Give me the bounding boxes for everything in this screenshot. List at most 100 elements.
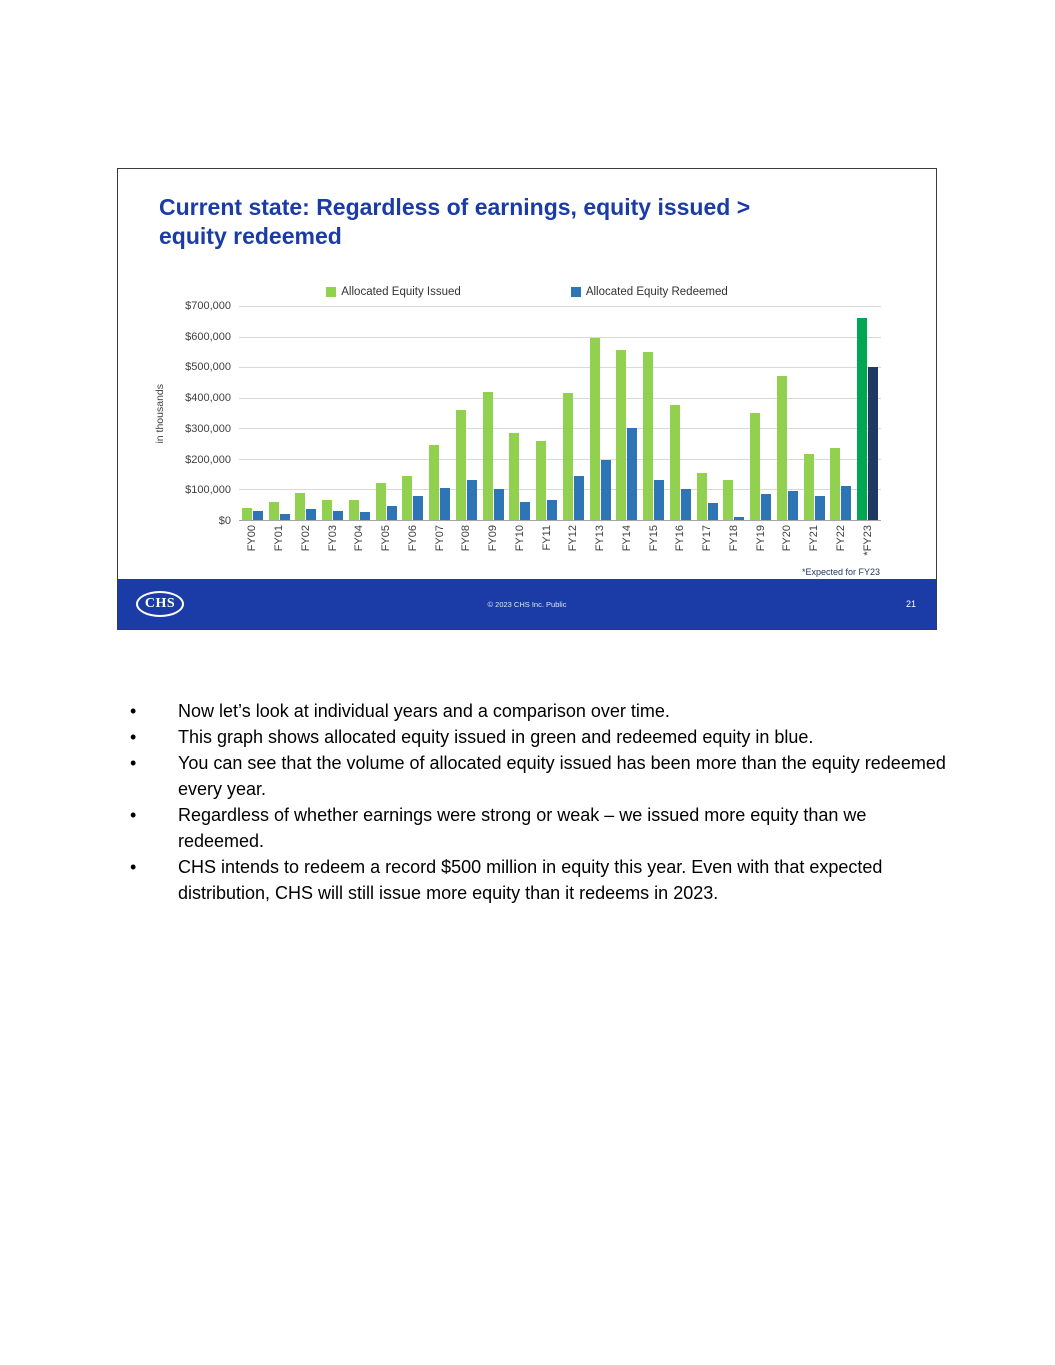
x-tick-label: FY01 <box>273 525 286 552</box>
legend-label: Allocated Equity Redeemed <box>585 286 728 298</box>
x-tick-label: FY03 <box>326 525 339 552</box>
x-tick-label: FY10 <box>513 525 526 552</box>
bar <box>359 512 370 520</box>
gridline <box>239 367 881 369</box>
gridline <box>239 397 881 399</box>
bar-group: FY19 <box>747 306 774 551</box>
bar <box>547 500 558 520</box>
y-tick-label: $400,000 <box>185 392 231 405</box>
x-tick-label: FY19 <box>754 525 767 552</box>
bar-group: FY16 <box>667 306 694 551</box>
y-tick-label: $100,000 <box>185 484 231 497</box>
bar <box>654 480 665 520</box>
x-tick-label: FY11 <box>540 525 553 551</box>
slide-title: Current state: Regardless of earnings, e… <box>159 194 751 249</box>
bar <box>562 393 573 520</box>
note-bullet: CHS intends to redeem a record $500 mill… <box>130 854 952 906</box>
bar <box>241 507 252 520</box>
bar-group: FY14 <box>614 306 641 551</box>
bar <box>787 490 798 520</box>
bar-group: FY01 <box>266 306 293 551</box>
bar <box>696 472 707 520</box>
gridline <box>239 306 881 307</box>
bar <box>520 501 531 520</box>
bar-group: FY22 <box>828 306 855 551</box>
x-tick-label: FY22 <box>834 525 847 552</box>
bar <box>322 500 333 520</box>
bar <box>375 483 386 520</box>
bar-group: FY09 <box>480 306 507 551</box>
bar-group: FY11 <box>533 306 560 550</box>
note-bullet: This graph shows allocated equity issued… <box>130 724 952 750</box>
bar-group: FY03 <box>319 306 346 551</box>
bar-group: FY02 <box>293 306 320 551</box>
x-tick-label: FY08 <box>460 525 473 552</box>
y-tick-label: $600,000 <box>185 330 231 343</box>
bar <box>536 440 547 520</box>
bar <box>295 492 306 520</box>
bar-group: FY04 <box>346 306 373 551</box>
bar <box>643 351 654 520</box>
x-tick-label: FY12 <box>567 525 580 552</box>
x-tick-label: FY17 <box>701 525 714 552</box>
gridline <box>239 336 881 338</box>
bar-group: FY18 <box>721 306 748 551</box>
bar <box>707 503 718 520</box>
x-tick-label: FY20 <box>781 525 794 552</box>
bar <box>279 513 290 520</box>
note-bullet: Now let’s look at individual years and a… <box>130 698 952 724</box>
bar-group: FY05 <box>373 306 400 551</box>
bar <box>429 445 440 520</box>
legend-item: Allocated Equity Issued <box>326 286 461 298</box>
x-tick-label: FY07 <box>433 525 446 552</box>
legend-swatch <box>326 287 337 297</box>
bar <box>348 500 359 520</box>
bar <box>413 495 424 520</box>
bar-group: FY20 <box>774 306 801 551</box>
legend-label: Allocated Equity Issued <box>341 286 461 298</box>
bar-group: FY10 <box>507 306 534 551</box>
x-tick-label: FY00 <box>246 525 259 552</box>
x-tick-label: FY16 <box>674 525 687 552</box>
bar <box>734 516 745 520</box>
bar <box>750 413 761 520</box>
bar-group: FY07 <box>426 306 453 551</box>
y-tick-label: $700,000 <box>185 300 231 312</box>
slide-page-number: 21 <box>905 599 916 609</box>
bar-groups: FY00 FY01 FY02 FY03 FY04 FY05 FY06 FY07 FY08 FY09… <box>239 306 881 556</box>
bar <box>493 489 504 520</box>
x-tick-label: FY04 <box>353 525 366 552</box>
x-tick-label: FY18 <box>727 525 740 552</box>
bar <box>830 448 841 520</box>
bar-group: FY08 <box>453 306 480 551</box>
x-tick-label: FY02 <box>299 525 312 552</box>
gridline <box>239 458 881 460</box>
y-tick-label: $200,000 <box>185 453 231 466</box>
legend-swatch <box>570 287 581 297</box>
note-bullet: You can see that the volume of allocated… <box>130 750 952 802</box>
chs-logo-text: CHS <box>144 596 176 611</box>
bar <box>680 489 691 520</box>
x-tick-label: FY13 <box>594 525 607 552</box>
chart-legend: Allocated Equity Issued Allocated Equity … <box>118 286 936 298</box>
bar-group: FY06 <box>400 306 427 551</box>
x-tick-label: FY09 <box>487 525 500 552</box>
bar-group: *FY23 <box>854 306 881 556</box>
bar <box>440 487 451 520</box>
bar <box>573 475 584 520</box>
bar <box>776 376 787 520</box>
y-tick-label: $500,000 <box>185 361 231 374</box>
chart-footnote: *Expected for FY23 <box>801 567 880 577</box>
bar <box>868 367 879 520</box>
bar <box>482 391 493 520</box>
bar <box>589 338 600 520</box>
footer-copyright: © 2023 CHS Inc. Public <box>487 599 567 609</box>
bar <box>333 510 344 520</box>
x-tick-label: *FY23 <box>861 525 874 556</box>
bar <box>509 432 520 520</box>
bar-group: FY00 <box>239 306 266 551</box>
x-tick-label: FY14 <box>620 525 633 552</box>
bar <box>761 494 772 520</box>
x-tick-label: FY06 <box>406 525 419 552</box>
bar <box>402 475 413 520</box>
